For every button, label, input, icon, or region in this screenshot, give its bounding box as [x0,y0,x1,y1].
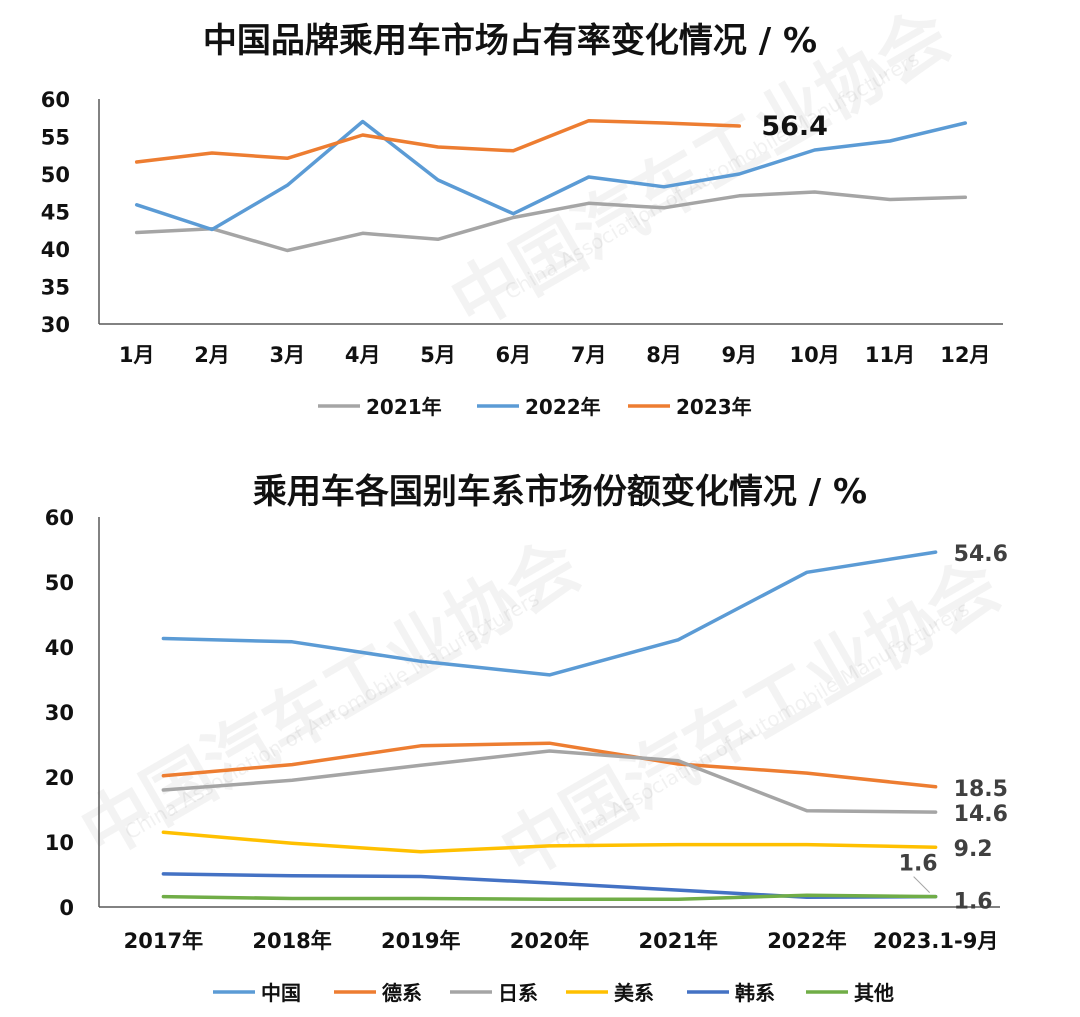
y-tick-label: 50 [45,571,74,595]
legend: 中国 德系 日系 美系 韩系 其他 [213,981,894,1005]
x-tick-label: 2022年 [767,929,846,953]
x-tick-label: 2018年 [252,929,331,953]
y-tick-label: 0 [59,896,74,920]
y-tick-label: 30 [45,701,74,725]
data-label: 1.6 [954,890,993,915]
watermark: 中国汽车工业协会 China Association of Automobile… [68,0,1014,895]
y-tick-label: 35 [41,276,70,300]
series-line-韩系 [161,872,938,900]
data-labels: 54.6 18.514.6 9.2 1.6 1.6 [899,542,1008,915]
y-tick-label: 20 [45,766,74,790]
series-lines [134,118,968,253]
data-labels: 56.4 [761,111,828,142]
series-line-美系 [161,830,938,854]
legend-label: 2021年 [366,395,442,419]
chart-title: 中国品牌乘用车市场占有率变化情况 / % [203,21,817,61]
data-label: 54.6 [954,542,1008,567]
x-tick-label: 2023.1-9月 [873,929,998,953]
x-tick-label: 2021年 [638,929,717,953]
legend-label: 其他 [854,981,894,1005]
x-tick-label: 2月 [194,343,230,367]
series-line-其他 [161,893,938,901]
watermark-en: China Association of Automobile Manufact… [121,586,544,844]
legend: 2021年 2022年 2023年 [318,395,752,419]
x-tick-label: 11月 [865,343,915,367]
market-share-monthly-chart: 中国品牌乘用车市场占有率变化情况 / % 30 35 40 45 50 55 60 1月 2月… [41,21,1003,419]
series-line-中国 [161,550,938,677]
x-tick-label: 2017年 [124,929,203,953]
x-tick-label: 10月 [790,343,840,367]
x-tick-label: 6月 [496,343,532,367]
x-axis-ticks: 2017年 2018年 2019年 2020年 2021年 2022年 2023.1-9月 [124,929,999,953]
y-axis-ticks: 0 10 20 30 40 50 60 [45,506,74,920]
series-line-2021年 [134,190,968,253]
legend-label: 2022年 [525,395,601,419]
y-axis-ticks: 30 35 40 45 50 55 60 [41,88,70,337]
data-label: 14.6 [954,802,1008,827]
x-tick-label: 2019年 [381,929,460,953]
series-line-2022年 [134,119,968,232]
x-tick-label: 9月 [722,343,758,367]
legend-label: 日系 [498,981,538,1005]
data-label: 18.5 [954,777,1008,802]
watermark-en: China Association of Automobile Manufact… [501,46,924,304]
legend-label: 2023年 [676,395,752,419]
x-tick-label: 12月 [940,343,990,367]
y-tick-label: 40 [41,238,70,262]
chart-title: 乘用车各国别车系市场份额变化情况 / % [253,472,867,512]
y-tick-label: 45 [41,201,70,225]
x-tick-label: 2020年 [510,929,589,953]
y-tick-label: 60 [41,88,70,112]
x-axis-ticks: 1月 2月 3月 4月 5月 6月 7月 8月 9月 10月 11月 12月 [119,343,991,367]
x-tick-label: 1月 [119,343,155,367]
data-label: 56.4 [761,111,828,142]
legend-label: 中国 [261,981,301,1005]
x-tick-label: 4月 [345,343,381,367]
series-line-日系 [161,749,938,814]
y-tick-label: 10 [45,831,74,855]
y-tick-label: 30 [41,313,70,337]
watermark-en: China Association of Automobile Manufact… [551,596,974,854]
y-tick-label: 60 [45,506,74,530]
x-tick-label: 7月 [571,343,607,367]
x-tick-label: 3月 [270,343,306,367]
series-line-德系 [161,741,938,789]
series-lines [161,550,938,901]
data-label: 9.2 [954,837,993,862]
brand-origin-share-chart: 乘用车各国别车系市场份额变化情况 / % 0 10 20 30 40 50 60 2017年… [45,472,1008,1005]
label-leader-line [913,876,930,893]
legend-label: 德系 [382,981,422,1005]
y-tick-label: 40 [45,636,74,660]
x-tick-label: 8月 [646,343,682,367]
y-tick-label: 50 [41,163,70,187]
legend-label: 美系 [614,981,654,1005]
legend-label: 韩系 [735,981,775,1005]
x-tick-label: 5月 [420,343,456,367]
series-line-2023年 [134,118,742,164]
y-tick-label: 55 [41,126,70,150]
data-label: 1.6 [899,852,938,877]
